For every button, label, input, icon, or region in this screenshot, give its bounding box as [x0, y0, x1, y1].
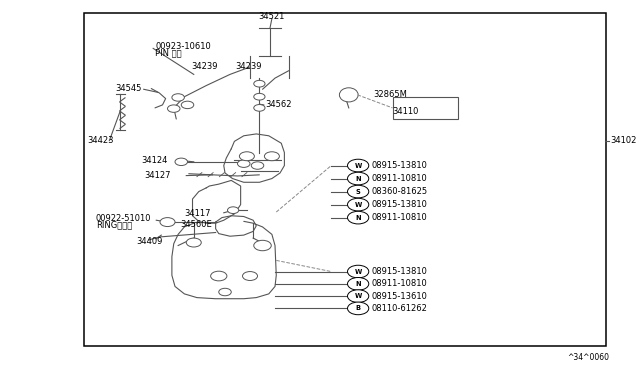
- Circle shape: [254, 93, 265, 100]
- Circle shape: [348, 211, 369, 224]
- Circle shape: [264, 152, 280, 161]
- Circle shape: [237, 160, 250, 167]
- Text: 34521: 34521: [259, 12, 285, 21]
- Text: W: W: [355, 202, 362, 208]
- Text: W: W: [355, 269, 362, 275]
- Text: 08911-10810: 08911-10810: [372, 279, 428, 288]
- Text: 34239: 34239: [236, 62, 262, 71]
- Text: N: N: [355, 281, 361, 287]
- Text: B: B: [356, 305, 361, 311]
- Text: 34127: 34127: [145, 171, 172, 180]
- Text: N: N: [355, 176, 361, 182]
- Circle shape: [348, 290, 369, 302]
- Circle shape: [348, 159, 369, 172]
- Circle shape: [181, 101, 194, 109]
- Text: 32865M: 32865M: [373, 90, 407, 99]
- Circle shape: [348, 185, 369, 198]
- Text: 08915-13810: 08915-13810: [372, 267, 428, 276]
- Text: RINGリング: RINGリング: [95, 221, 132, 230]
- Circle shape: [348, 172, 369, 185]
- Text: 08915-13810: 08915-13810: [372, 161, 428, 170]
- Circle shape: [227, 207, 239, 214]
- Text: 08915-13610: 08915-13610: [372, 292, 428, 301]
- Circle shape: [254, 240, 271, 251]
- Text: 34124: 34124: [141, 156, 168, 165]
- Text: 34117: 34117: [185, 209, 211, 218]
- Text: 08911-10810: 08911-10810: [372, 213, 428, 222]
- Circle shape: [254, 105, 265, 111]
- Text: 08360-81625: 08360-81625: [372, 187, 428, 196]
- Bar: [392, 97, 458, 119]
- Circle shape: [168, 105, 180, 112]
- Text: S: S: [356, 189, 360, 195]
- Text: 08110-61262: 08110-61262: [372, 304, 428, 313]
- Circle shape: [160, 218, 175, 227]
- Text: W: W: [355, 293, 362, 299]
- Text: 34239: 34239: [192, 62, 218, 71]
- Text: 34423: 34423: [88, 136, 114, 145]
- Circle shape: [254, 80, 265, 87]
- Text: 00922-51010: 00922-51010: [95, 214, 151, 223]
- Circle shape: [348, 265, 369, 278]
- Text: 34409: 34409: [136, 237, 163, 246]
- Text: 34102: 34102: [611, 136, 637, 145]
- Bar: [84, 13, 606, 346]
- Circle shape: [175, 158, 188, 166]
- Circle shape: [348, 302, 369, 315]
- Ellipse shape: [339, 88, 358, 102]
- Text: W: W: [355, 163, 362, 169]
- Circle shape: [219, 288, 231, 296]
- Circle shape: [348, 278, 369, 290]
- Circle shape: [239, 152, 254, 161]
- Text: ^34^0060: ^34^0060: [568, 353, 609, 362]
- Text: N: N: [355, 215, 361, 221]
- Text: 00923-10610: 00923-10610: [155, 42, 211, 51]
- Text: 08915-13810: 08915-13810: [372, 200, 428, 209]
- Text: 34110: 34110: [392, 107, 418, 116]
- Circle shape: [348, 198, 369, 211]
- Text: 34545: 34545: [116, 84, 142, 93]
- Text: 34562: 34562: [265, 100, 291, 109]
- Circle shape: [186, 238, 201, 247]
- Circle shape: [172, 94, 184, 101]
- Text: 08911-10810: 08911-10810: [372, 174, 428, 183]
- Text: 34560E: 34560E: [180, 220, 212, 229]
- Circle shape: [243, 272, 257, 280]
- Circle shape: [252, 162, 264, 169]
- Circle shape: [211, 271, 227, 281]
- Text: PIN ピン: PIN ピン: [155, 49, 182, 58]
